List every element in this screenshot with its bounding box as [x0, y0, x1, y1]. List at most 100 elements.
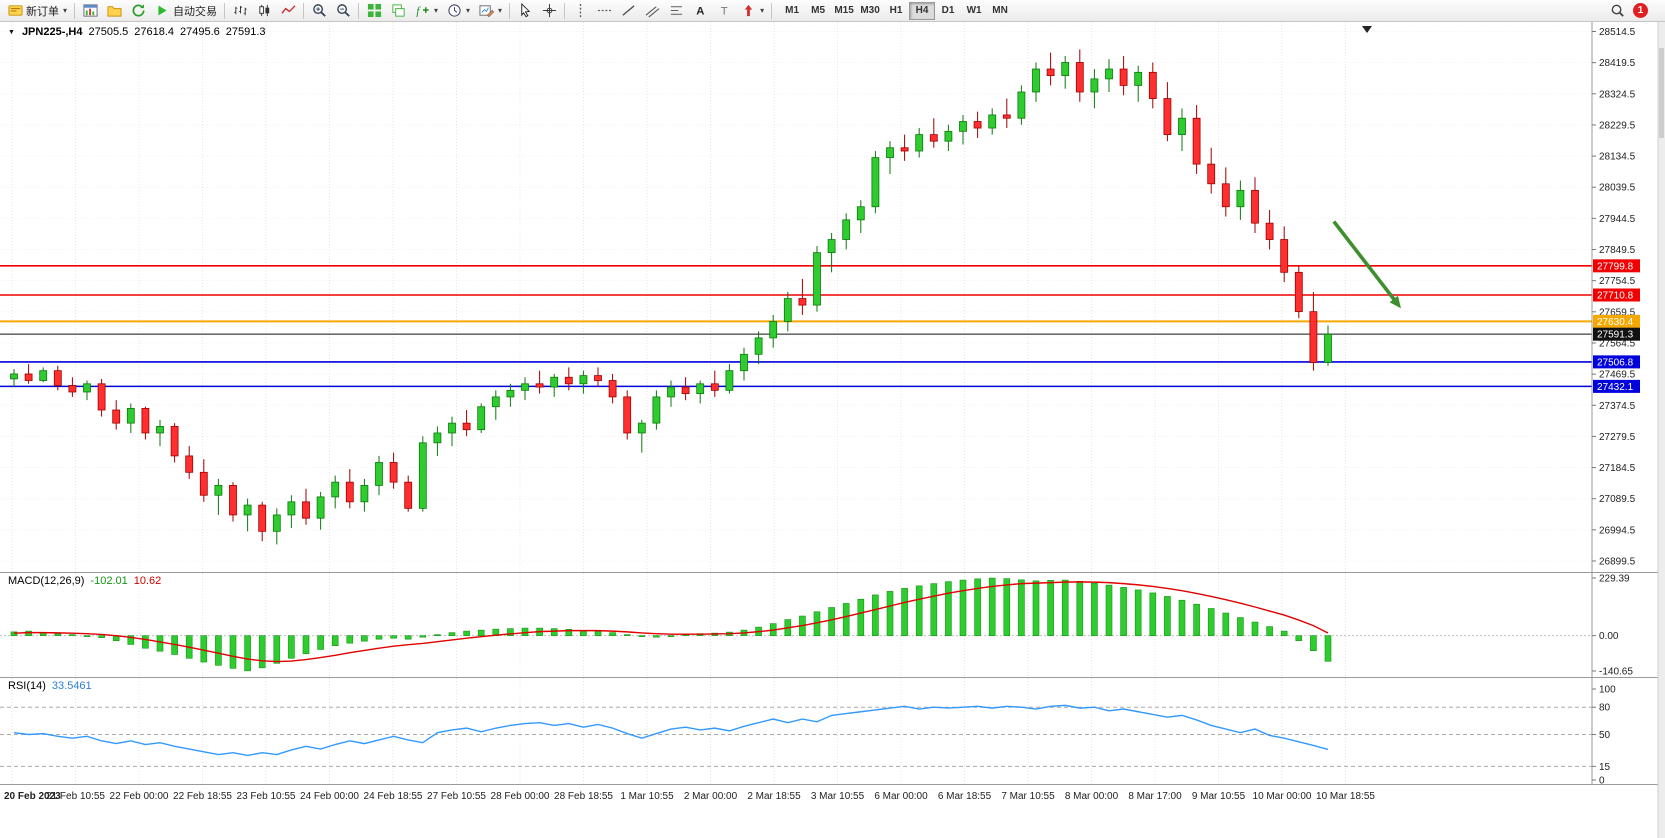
svg-text:27591.3: 27591.3	[1597, 330, 1634, 341]
periods-button[interactable]: ▾	[442, 1, 474, 21]
timeframe-m1-button[interactable]: M1	[779, 2, 805, 20]
cascade-windows-button[interactable]	[386, 1, 410, 21]
timeframe-m30-button[interactable]: M30	[857, 2, 883, 20]
arrows-icon	[740, 3, 756, 19]
svg-text:6 Mar 18:55: 6 Mar 18:55	[938, 791, 992, 802]
svg-text:27279.5: 27279.5	[1599, 432, 1636, 443]
charts-window-button[interactable]	[78, 1, 102, 21]
toolbar: 新订单 ▾ 自动交易 f ▾ ▾ ▾ A T ▾ M1 M5 M15 M30 H1 H4 D1 W1 MN 1	[0, 0, 1665, 22]
svg-text:27630.4: 27630.4	[1597, 317, 1634, 328]
tile-windows-button[interactable]	[362, 1, 386, 21]
svg-text:27374.5: 27374.5	[1599, 401, 1636, 412]
chart-canvas[interactable]: 28514.5 28419.5 28324.5 28229.5 28134.5 28039…	[0, 22, 1665, 838]
svg-text:28 Feb 00:00: 28 Feb 00:00	[491, 791, 550, 802]
svg-text:80: 80	[1599, 703, 1611, 714]
svg-text:3 Mar 10:55: 3 Mar 10:55	[811, 791, 865, 802]
hline-icon	[596, 3, 612, 19]
label-icon: T	[716, 3, 732, 19]
timeframe-w1-button[interactable]: W1	[961, 2, 987, 20]
timeframe-mn-button[interactable]: MN	[987, 2, 1013, 20]
line-chart-button[interactable]	[276, 1, 300, 21]
svg-text:24 Feb 00:00: 24 Feb 00:00	[300, 791, 359, 802]
svg-text:15: 15	[1599, 762, 1611, 773]
text-icon: A	[692, 3, 708, 19]
auto-trading-button[interactable]: 自动交易	[150, 1, 221, 21]
vertical-line-button[interactable]	[568, 1, 592, 21]
notifications-badge[interactable]: 1	[1633, 3, 1648, 18]
trendline-button[interactable]	[616, 1, 640, 21]
refresh-icon	[130, 3, 146, 19]
svg-text:-140.65: -140.65	[1599, 667, 1633, 678]
search-button[interactable]	[1605, 1, 1629, 21]
text-label-button[interactable]: T	[712, 1, 736, 21]
svg-text:8 Mar 00:00: 8 Mar 00:00	[1065, 791, 1119, 802]
svg-text:21 Feb 10:55: 21 Feb 10:55	[46, 791, 105, 802]
new-order-button[interactable]: 新订单 ▾	[3, 1, 71, 21]
templates-button[interactable]: ▾	[474, 1, 506, 21]
arrows-button[interactable]: ▾	[736, 1, 768, 21]
trendline-icon	[620, 3, 636, 19]
toolbar-separator	[358, 2, 360, 19]
timeframe-h4-button[interactable]: H4	[909, 1, 936, 20]
fibonacci-icon	[668, 3, 684, 19]
toolbar-separator	[74, 2, 76, 19]
svg-text:28229.5: 28229.5	[1599, 120, 1636, 131]
chart-window-icon	[82, 3, 98, 19]
zoom-out-icon	[335, 3, 351, 19]
text-button[interactable]: A	[688, 1, 712, 21]
candlestick-chart-button[interactable]	[252, 1, 276, 21]
crosshair-button[interactable]	[537, 1, 561, 21]
svg-text:9 Mar 10:55: 9 Mar 10:55	[1192, 791, 1246, 802]
toolbar-separator	[303, 2, 305, 19]
indicators-button[interactable]: f ▾	[410, 1, 442, 21]
trend-arrow	[1389, 295, 1401, 309]
timeframe-group: M1 M5 M15 M30 H1 H4 D1 W1 MN	[779, 1, 1013, 20]
indicators-icon: f	[414, 3, 430, 19]
profiles-button[interactable]	[102, 1, 126, 21]
timeframe-m5-button[interactable]: M5	[805, 2, 831, 20]
cascade-icon	[390, 3, 406, 19]
svg-text:6 Mar 00:00: 6 Mar 00:00	[874, 791, 928, 802]
svg-text:20 Feb 2023: 20 Feb 2023	[4, 791, 61, 802]
horizontal-line-button[interactable]	[592, 1, 616, 21]
svg-text:28324.5: 28324.5	[1599, 89, 1636, 100]
zoom-in-button[interactable]	[307, 1, 331, 21]
new-order-icon	[7, 3, 23, 19]
crosshair-icon	[541, 3, 557, 19]
svg-text:27659.5: 27659.5	[1599, 307, 1636, 318]
chart-shift-marker	[1362, 26, 1372, 33]
svg-text:28 Feb 18:55: 28 Feb 18:55	[554, 791, 613, 802]
svg-text:50: 50	[1599, 730, 1611, 741]
auto-trading-icon	[154, 3, 170, 19]
zoom-out-button[interactable]	[331, 1, 355, 21]
search-icon	[1609, 3, 1625, 19]
svg-text:27469.5: 27469.5	[1599, 370, 1636, 381]
toolbar-separator	[509, 2, 511, 19]
timeframe-h1-button[interactable]: H1	[883, 2, 909, 20]
svg-text:27184.5: 27184.5	[1599, 463, 1636, 474]
svg-text:24 Feb 18:55: 24 Feb 18:55	[364, 791, 423, 802]
line-chart-icon	[280, 3, 296, 19]
fibonacci-button[interactable]	[664, 1, 688, 21]
dropdown-caret-icon: ▾	[63, 6, 68, 15]
svg-text:229.39: 229.39	[1599, 574, 1630, 585]
periods-icon	[446, 3, 462, 19]
svg-text:22 Feb 18:55: 22 Feb 18:55	[173, 791, 232, 802]
timeframe-m15-button[interactable]: M15	[831, 2, 857, 20]
dropdown-caret-icon: ▾	[760, 6, 765, 15]
vline-icon	[572, 3, 588, 19]
tile-icon	[366, 3, 382, 19]
svg-text:0: 0	[1599, 776, 1605, 787]
refresh-button[interactable]	[126, 1, 150, 21]
bar-chart-button[interactable]	[228, 1, 252, 21]
cursor-button[interactable]	[513, 1, 537, 21]
svg-text:22 Feb 00:00: 22 Feb 00:00	[110, 791, 169, 802]
svg-text:27710.8: 27710.8	[1597, 291, 1634, 302]
timeframe-d1-button[interactable]: D1	[935, 2, 961, 20]
equidistant-channel-button[interactable]	[640, 1, 664, 21]
svg-text:27 Feb 10:55: 27 Feb 10:55	[427, 791, 486, 802]
svg-text:27089.5: 27089.5	[1599, 494, 1636, 505]
zoom-in-icon	[311, 3, 327, 19]
svg-text:27506.8: 27506.8	[1597, 357, 1634, 368]
svg-text:28419.5: 28419.5	[1599, 58, 1636, 69]
